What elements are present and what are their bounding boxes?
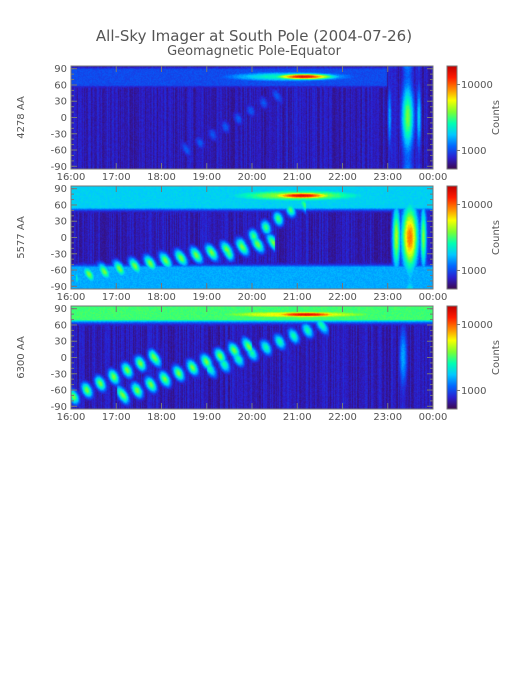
- x-tick-label: 20:00: [238, 292, 267, 303]
- y-tick-label: 60: [54, 320, 67, 331]
- y-tick-label: -60: [51, 386, 67, 397]
- colorbar-frame: [446, 65, 458, 170]
- y-tick-label: 90: [54, 304, 67, 315]
- y-tick-label: -60: [51, 266, 67, 277]
- colorbar: [447, 66, 457, 169]
- heatmap-image: [71, 306, 433, 409]
- panel-ylabel: 6300 AA: [16, 336, 27, 379]
- x-tick-label: 16:00: [57, 292, 86, 303]
- y-tick-label: 0: [61, 233, 67, 244]
- colorbar-tick-label: 1000: [461, 266, 486, 277]
- y-tick-label: 30: [54, 217, 67, 228]
- heatmap-image: [71, 66, 433, 169]
- x-tick-label: 23:00: [373, 172, 402, 183]
- colorbar-frame: [446, 305, 458, 410]
- x-tick-label: 00:00: [419, 292, 448, 303]
- heatmap-image: [71, 186, 433, 289]
- y-tick-label: -60: [51, 146, 67, 157]
- x-tick-label: 22:00: [328, 172, 357, 183]
- x-tick-label: 21:00: [283, 412, 312, 423]
- y-tick-label: 60: [54, 200, 67, 211]
- colorbar-tick-label: 10000: [461, 320, 493, 331]
- y-tick-label: 0: [61, 113, 67, 124]
- y-tick-label: 0: [61, 353, 67, 364]
- colorbar-tick-label: 10000: [461, 200, 493, 211]
- x-tick-label: 19:00: [192, 172, 221, 183]
- x-tick-label: 20:00: [238, 172, 267, 183]
- y-tick-label: -90: [51, 282, 67, 293]
- colorbar-label: Counts: [491, 340, 502, 375]
- y-tick-label: 30: [54, 97, 67, 108]
- colorbar-tick-label: 1000: [461, 386, 486, 397]
- x-tick-label: 23:00: [373, 412, 402, 423]
- x-tick-label: 21:00: [283, 292, 312, 303]
- x-tick-label: 00:00: [419, 412, 448, 423]
- y-tick-label: -30: [51, 129, 67, 140]
- y-tick-label: 90: [54, 64, 67, 75]
- y-tick-label: -30: [51, 249, 67, 260]
- x-tick-label: 16:00: [57, 172, 86, 183]
- colorbar-tick-label: 1000: [461, 146, 486, 157]
- x-tick-label: 00:00: [419, 172, 448, 183]
- x-tick-label: 17:00: [102, 412, 131, 423]
- panel-ylabel: 5577 AA: [16, 216, 27, 259]
- colorbar-label: Counts: [491, 220, 502, 255]
- x-tick-label: 20:00: [238, 412, 267, 423]
- y-tick-label: -30: [51, 369, 67, 380]
- colorbar: [447, 186, 457, 289]
- y-tick-label: 60: [54, 80, 67, 91]
- chart-title: All-Sky Imager at South Pole (2004-07-26…: [96, 27, 412, 45]
- panel-ylabel: 4278 AA: [16, 96, 27, 139]
- x-tick-label: 21:00: [283, 172, 312, 183]
- x-tick-label: 16:00: [57, 412, 86, 423]
- x-tick-label: 22:00: [328, 292, 357, 303]
- x-tick-label: 17:00: [102, 172, 131, 183]
- x-tick-label: 18:00: [147, 172, 176, 183]
- y-tick-label: -90: [51, 402, 67, 413]
- y-tick-label: 90: [54, 184, 67, 195]
- x-tick-label: 22:00: [328, 412, 357, 423]
- chart-subtitle: Geomagnetic Pole-Equator: [167, 44, 341, 59]
- colorbar: [447, 306, 457, 409]
- y-tick-label: 30: [54, 337, 67, 348]
- x-tick-label: 18:00: [147, 292, 176, 303]
- x-tick-label: 17:00: [102, 292, 131, 303]
- x-tick-label: 19:00: [192, 412, 221, 423]
- colorbar-frame: [446, 185, 458, 290]
- x-tick-label: 19:00: [192, 292, 221, 303]
- colorbar-label: Counts: [491, 100, 502, 135]
- y-tick-label: -90: [51, 162, 67, 173]
- x-tick-label: 18:00: [147, 412, 176, 423]
- x-tick-label: 23:00: [373, 292, 402, 303]
- colorbar-tick-label: 10000: [461, 80, 493, 91]
